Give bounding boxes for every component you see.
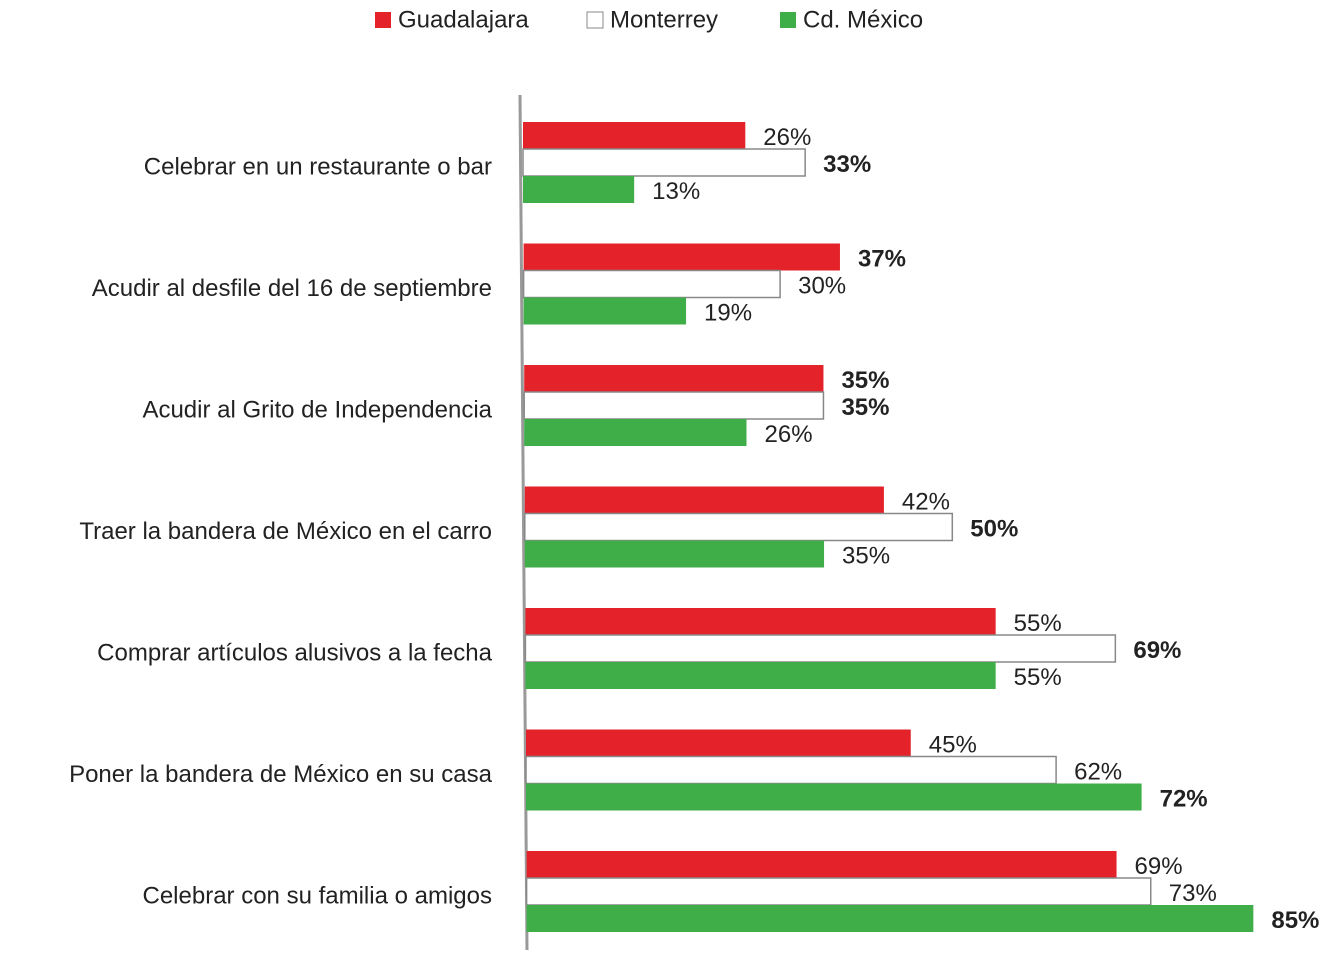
data-label: 50%	[970, 515, 1018, 542]
data-label: 42%	[902, 488, 950, 515]
data-label: 30%	[798, 272, 846, 299]
bar	[526, 851, 1117, 878]
legend-label: Guadalajara	[398, 6, 529, 33]
bar	[524, 486, 884, 514]
bar	[526, 783, 1142, 811]
legend-swatch	[375, 12, 391, 28]
data-label: 33%	[823, 151, 871, 178]
bar	[525, 608, 996, 635]
data-label: 72%	[1160, 785, 1208, 812]
bar	[525, 662, 996, 689]
bar	[524, 634, 1117, 663]
bar	[526, 729, 911, 757]
data-label: 45%	[929, 731, 977, 758]
bar	[525, 755, 1057, 785]
bar	[525, 877, 1152, 906]
data-label: 37%	[858, 245, 906, 272]
category-label: Poner la bandera de México en su casa	[69, 761, 493, 788]
bar	[522, 269, 781, 299]
category-label: Acudir al desfile del 16 de septiembre	[92, 275, 492, 302]
data-label: 35%	[841, 394, 889, 421]
bar	[524, 365, 824, 392]
data-label: 55%	[1014, 664, 1062, 691]
bar	[523, 297, 687, 325]
data-label: 69%	[1133, 637, 1181, 664]
category-label: Comprar artículos alusivos a la fecha	[97, 639, 492, 666]
bar	[523, 243, 840, 271]
category-label: Acudir al Grito de Independencia	[142, 396, 492, 423]
data-label: 13%	[652, 178, 700, 205]
data-label: 35%	[842, 542, 890, 569]
bar	[522, 148, 806, 177]
legend-swatch	[780, 12, 796, 28]
data-label: 73%	[1169, 880, 1217, 907]
data-label: 85%	[1271, 907, 1319, 934]
data-label: 55%	[1014, 610, 1062, 637]
data-label: 26%	[763, 124, 811, 151]
bar	[524, 512, 954, 542]
bar	[523, 122, 746, 149]
data-label: 35%	[841, 367, 889, 394]
bar	[524, 419, 747, 446]
data-label: 26%	[765, 421, 813, 448]
category-label: Celebrar con su familia o amigos	[143, 882, 493, 909]
data-label: 19%	[704, 299, 752, 326]
bar	[523, 176, 635, 203]
legend-label: Cd. México	[803, 6, 923, 33]
bar	[524, 540, 825, 568]
axis-line	[518, 94, 529, 951]
legend-label: Monterrey	[610, 6, 718, 33]
bar	[526, 905, 1254, 932]
data-label: 69%	[1135, 853, 1183, 880]
data-label: 62%	[1074, 758, 1122, 785]
category-label: Celebrar en un restaurante o bar	[144, 153, 492, 180]
legend-swatch	[586, 11, 604, 29]
category-label: Traer la bandera de México en el carro	[79, 518, 492, 545]
bar	[523, 391, 825, 420]
